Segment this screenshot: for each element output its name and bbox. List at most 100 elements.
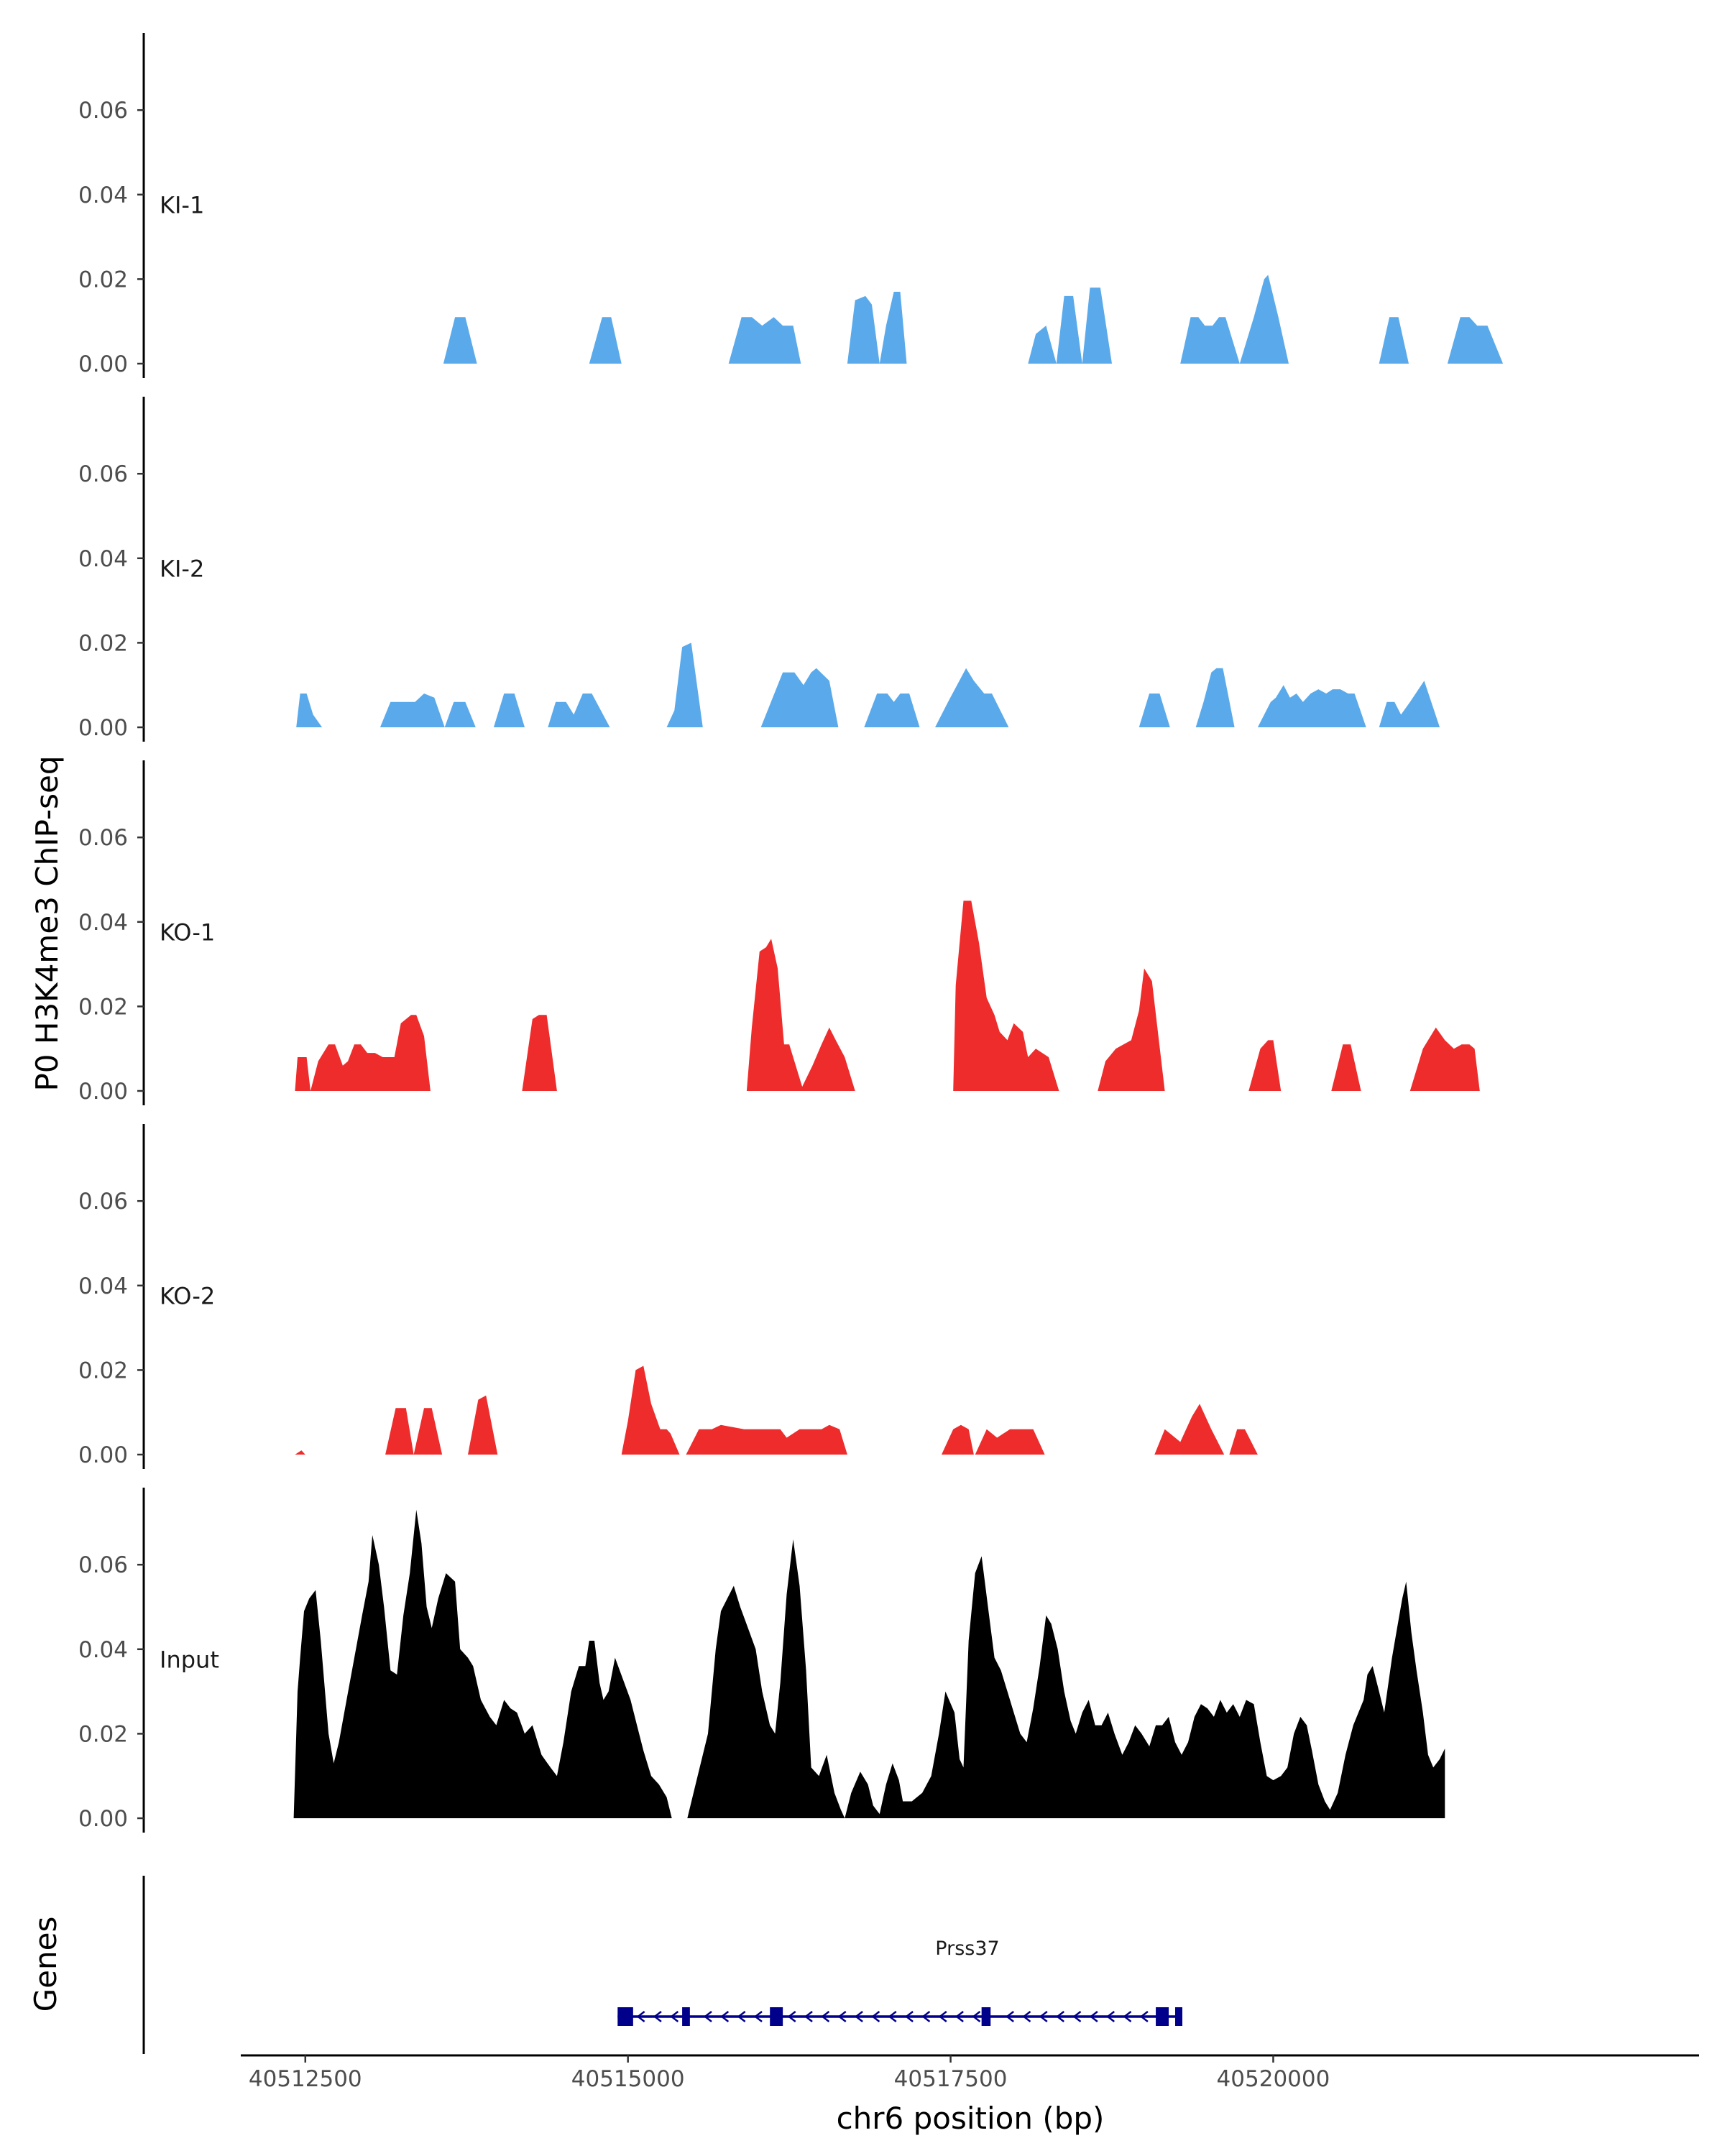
signal-peak: [1379, 681, 1440, 727]
y-tick-label: 0.06: [78, 1552, 128, 1578]
track-ki-1: 0.00 0.02 0.04 0.06 KI-1: [78, 33, 1504, 378]
y-tick-label: 0.04: [78, 910, 128, 936]
signal-peak: [1028, 287, 1112, 364]
signal-peak: [522, 1015, 557, 1091]
gene-exon: [770, 2007, 783, 2026]
track-ko-1: 0.00 0.02 0.04 0.06 KO-1: [78, 760, 1480, 1105]
y-tick-label: 0.04: [78, 546, 128, 572]
strand-arrow: [1072, 2011, 1082, 2022]
strand-arrow: [636, 2011, 645, 2022]
genes-axis-title: Genes: [28, 1917, 63, 2012]
y-tick-label: 0.06: [78, 825, 128, 851]
signal-peak: [1195, 668, 1235, 727]
gene-exon: [617, 2007, 633, 2026]
gene-exon: [1156, 2007, 1169, 2026]
signal-peak: [295, 1015, 431, 1091]
signal-peak: [443, 317, 477, 364]
y-tick-label: 0.02: [78, 267, 128, 292]
track-label-ki-2: KI-2: [160, 556, 204, 583]
strand-arrow: [1056, 2011, 1064, 2022]
x-tick-label: 40520000: [1217, 2066, 1330, 2092]
signal-peak: [847, 292, 907, 364]
x-axis-title: chr6 position (bp): [837, 2101, 1105, 2136]
signal-peak: [666, 642, 703, 727]
gene-exon: [1174, 2007, 1182, 2026]
signal-peak: [1098, 968, 1165, 1091]
signal-peak: [760, 668, 839, 727]
strand-arrow: [787, 2011, 796, 2022]
signal-peak: [1248, 1040, 1282, 1091]
y-tick-label: 0.02: [78, 1721, 128, 1747]
strand-arrow: [972, 2011, 981, 2022]
strand-arrow: [905, 2011, 914, 2022]
tracks-layer: 0.00 0.02 0.04 0.06 KI-1 0.00 0.02 0.04 0.06 KI-2…: [78, 33, 1504, 1833]
signal-peak: [295, 1450, 305, 1455]
gene-track: Genes Prss37: [28, 1876, 1182, 2054]
signal-peak: [493, 694, 525, 727]
signal-peak: [296, 694, 323, 727]
strand-arrow: [871, 2011, 880, 2022]
strand-arrow: [1022, 2011, 1031, 2022]
signal-peak: [1379, 317, 1409, 364]
y-tick-label: 0.06: [78, 461, 128, 487]
signal-peak: [845, 1556, 1445, 1818]
track-label-input: Input: [160, 1646, 219, 1674]
y-tick-label: 0.04: [78, 1637, 128, 1663]
strand-arrow: [837, 2011, 847, 2022]
signal-peak: [380, 694, 476, 727]
signal-peak: [385, 1408, 443, 1455]
signal-peak: [589, 317, 622, 364]
strand-arrow: [1039, 2011, 1048, 2022]
gene-exon: [981, 2007, 991, 2026]
strand-arrow: [720, 2011, 730, 2022]
strand-arrow: [1123, 2011, 1132, 2022]
strand-arrow: [1106, 2011, 1115, 2022]
gene-exon: [682, 2007, 690, 2026]
signal-peak: [687, 1539, 845, 1818]
y-tick-label: 0.04: [78, 183, 128, 208]
y-tick-label: 0.00: [78, 715, 128, 741]
strand-arrow: [938, 2011, 947, 2022]
y-tick-label: 0.02: [78, 994, 128, 1020]
strand-arrow: [653, 2011, 662, 2022]
signal-peak: [1447, 317, 1504, 364]
y-tick-label: 0.00: [78, 351, 128, 377]
signal-peak: [1331, 1044, 1361, 1091]
y-tick-label: 0.06: [78, 1189, 128, 1215]
strand-arrow: [1006, 2011, 1014, 2022]
y-tick-label: 0.00: [78, 1442, 128, 1468]
strand-arrow: [1139, 2011, 1149, 2022]
signal-peak: [686, 1424, 847, 1455]
signal-peak: [746, 939, 855, 1091]
y-axis-title: P0 H3K4me3 ChIP-seq: [29, 755, 65, 1091]
y-tick-label: 0.00: [78, 1806, 128, 1832]
y-tick-label: 0.04: [78, 1273, 128, 1299]
signal-peak: [1409, 1027, 1480, 1091]
track-label-ko-2: KO-2: [160, 1283, 215, 1310]
x-tick-label: 40512500: [249, 2066, 362, 2092]
gene-name-label: Prss37: [935, 1938, 999, 1960]
track-label-ki-1: KI-1: [160, 192, 204, 219]
track-ko-2: 0.00 0.02 0.04 0.06 KO-2: [78, 1124, 1258, 1469]
signal-peak: [1257, 685, 1366, 727]
signal-peak: [953, 900, 1059, 1091]
strand-arrow: [753, 2011, 763, 2022]
strand-arrow: [888, 2011, 897, 2022]
y-tick-label: 0.02: [78, 1358, 128, 1383]
track-ki-2: 0.00 0.02 0.04 0.06 KI-2: [78, 397, 1440, 742]
signal-peak: [935, 668, 1009, 727]
strand-arrow: [821, 2011, 830, 2022]
y-tick-label: 0.02: [78, 630, 128, 656]
y-tick-label: 0.06: [78, 98, 128, 124]
signal-peak: [1180, 275, 1289, 364]
x-tick-label: 40515000: [571, 2066, 685, 2092]
strand-arrow: [670, 2011, 679, 2022]
track-input: 0.00 0.02 0.04 0.06 Input: [78, 1488, 1445, 1833]
strand-arrow: [921, 2011, 931, 2022]
y-tick-label: 0.00: [78, 1079, 128, 1105]
strand-arrow: [955, 2011, 964, 2022]
signal-peak: [621, 1365, 680, 1455]
strand-arrow: [703, 2011, 712, 2022]
signal-peak: [864, 694, 920, 727]
